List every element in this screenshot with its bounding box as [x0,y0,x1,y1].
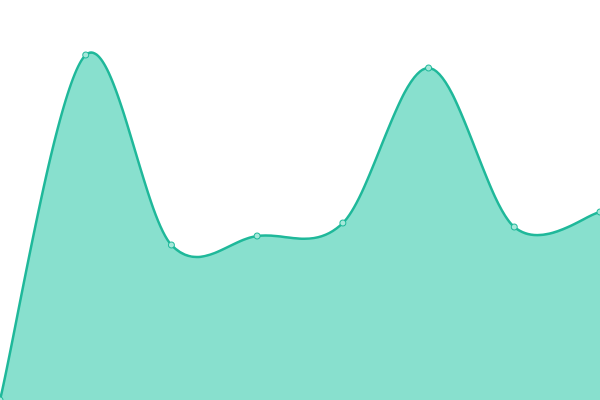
point [0,396,4,400]
point [596,208,600,216]
point [339,219,347,227]
area [0,52,600,400]
point [167,241,175,249]
point [425,64,433,72]
point [253,232,261,240]
point [510,223,518,231]
point [82,51,90,59]
line [0,51,600,400]
